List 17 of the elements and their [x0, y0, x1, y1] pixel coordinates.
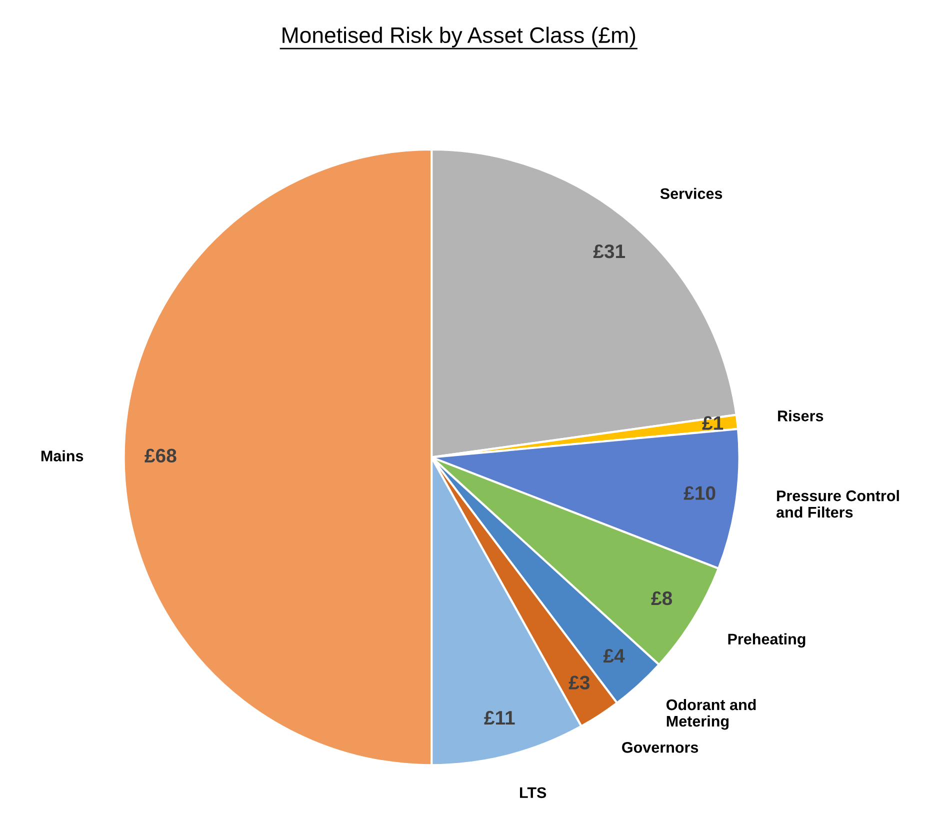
data-label: £3: [568, 676, 590, 690]
data-label: £8: [651, 591, 672, 606]
slice-label: Mains: [41, 450, 84, 462]
slice-label: Odorant and Metering: [666, 698, 756, 730]
data-label: £11: [484, 710, 515, 725]
slice-label: Services: [660, 188, 722, 200]
slice-label: Governors: [622, 742, 698, 753]
data-label: £4: [603, 648, 625, 663]
data-label: £1: [702, 416, 724, 430]
data-label: £10: [684, 486, 716, 500]
slice-label: LTS: [520, 787, 546, 798]
chart-title: Monetised Risk by Asset Class (£m): [282, 26, 636, 48]
slice-label: Pressure Control and Filters: [776, 490, 899, 518]
data-label: £68: [144, 448, 176, 463]
slice-label: Preheating: [728, 633, 806, 648]
slice-label: Risers: [778, 410, 824, 422]
data-label: £31: [593, 244, 626, 258]
